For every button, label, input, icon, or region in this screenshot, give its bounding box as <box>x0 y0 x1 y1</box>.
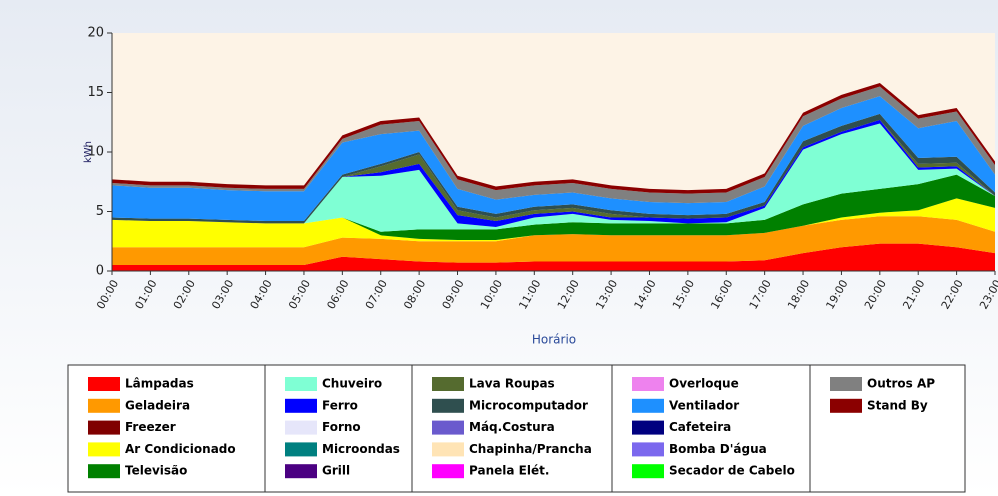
legend-label: Geladeira <box>125 398 190 412</box>
legend-swatch <box>432 398 464 413</box>
legend-swatch <box>88 420 120 435</box>
legend-label: Ventilador <box>669 398 739 412</box>
legend-label: Lâmpadas <box>125 377 194 391</box>
area <box>112 123 995 232</box>
legend-label: Stand By <box>867 398 928 412</box>
area <box>112 243 995 271</box>
legend-label: Ar Condicionado <box>125 442 236 456</box>
legend-swatch <box>285 442 317 457</box>
legend-label: Microcomputador <box>469 398 588 412</box>
area <box>112 174 995 241</box>
legend-swatch <box>285 398 317 413</box>
legend-label: Lava Roupas <box>469 377 555 391</box>
legend-swatch <box>632 464 664 479</box>
legend-label: Bomba D'água <box>669 442 767 456</box>
x-axis-label: Horário <box>532 333 576 347</box>
legend-label: Overloque <box>669 377 739 391</box>
y-tick-label: 15 <box>87 85 104 100</box>
legend-swatch <box>632 442 664 457</box>
legend-swatch <box>632 377 664 391</box>
area <box>112 82 995 194</box>
y-tick-label: 5 <box>96 204 104 219</box>
legend-swatch <box>88 377 120 391</box>
legend-label: Máq.Costura <box>469 420 555 434</box>
legend-swatch <box>285 464 317 479</box>
legend-label: Televisão <box>125 464 187 478</box>
y-tick-label: 20 <box>87 26 104 41</box>
legend-swatch <box>632 420 664 435</box>
legend-swatch <box>88 464 120 479</box>
legend-swatch <box>432 464 464 479</box>
legend <box>67 364 966 493</box>
y-axis-label: kWh <box>83 141 94 163</box>
legend-label: Secador de Cabelo <box>669 464 795 478</box>
y-tick-label: 0 <box>96 264 104 279</box>
legend-swatch <box>432 420 464 435</box>
legend-label: Microondas <box>322 442 400 456</box>
legend-swatch <box>88 442 120 457</box>
area <box>112 198 995 248</box>
legend-swatch <box>88 398 120 413</box>
legend-label: Chuveiro <box>322 377 382 391</box>
legend-swatch <box>285 377 317 391</box>
legend-swatch <box>432 442 464 457</box>
legend-label: Ferro <box>322 398 358 412</box>
area <box>112 96 995 222</box>
legend-swatch <box>830 398 862 413</box>
legend-swatch <box>432 377 464 391</box>
legend-label: Forno <box>322 420 361 434</box>
legend-swatch <box>285 420 317 435</box>
legend-label: Outros AP <box>867 377 935 391</box>
legend-swatch <box>632 398 664 413</box>
legend-label: Freezer <box>125 420 176 434</box>
area <box>112 216 995 266</box>
y-tick-label: 10 <box>87 145 104 160</box>
legend-label: Grill <box>322 464 350 478</box>
legend-swatch <box>830 377 862 391</box>
legend-label: Chapinha/Prancha <box>469 442 592 456</box>
legend-label: Cafeteira <box>669 420 731 434</box>
legend-label: Panela Elét. <box>469 464 549 478</box>
